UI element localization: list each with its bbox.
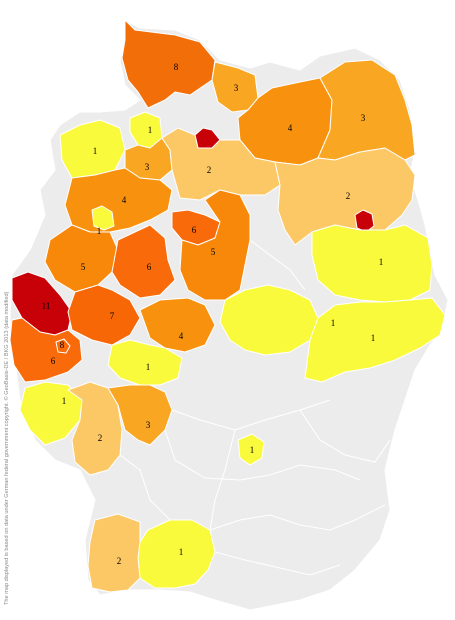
region-label-freiburg: 2	[117, 556, 122, 566]
region-mecklenburg-east	[317, 59, 416, 161]
region-schleswig-holstein-north	[121, 19, 216, 109]
region-hesse-north	[139, 297, 216, 353]
region-koblenz	[19, 381, 83, 446]
region-label-lower-saxony-north: 3	[145, 162, 150, 172]
region-bonn	[55, 338, 71, 354]
region-label-upper-franconia: 1	[250, 445, 255, 455]
region-label-detmold: 6	[147, 262, 152, 272]
region-label-thuringia: 1	[331, 318, 336, 328]
region-label-lower-saxony-east: 2	[207, 165, 212, 175]
region-labels: 8 3 4 3 1 1 3 2 2 4 1 6 5 1 5 6 11 7 1 4…	[42, 62, 384, 566]
region-label-tuebingen: 1	[179, 547, 184, 557]
region-saxony-north	[311, 224, 433, 303]
region-label-saxony-north: 1	[379, 257, 384, 267]
region-label-bremen-area: 1	[148, 125, 153, 135]
region-brandenburg	[274, 147, 416, 246]
region-label-saarland-pfalz: 2	[98, 433, 103, 443]
region-label-koblenz: 1	[62, 396, 67, 406]
region-label-brandenburg: 2	[346, 191, 351, 201]
region-label-osnabrueck: 1	[97, 226, 102, 236]
region-label-mecklenburg-west: 4	[288, 123, 293, 133]
region-cologne	[9, 317, 83, 383]
region-label-duesseldorf: 11	[42, 301, 51, 311]
region-hesse-middle	[107, 339, 183, 386]
region-label-lower-saxony-southeast: 5	[211, 247, 216, 257]
region-label-arnsberg: 7	[110, 311, 115, 321]
region-freiburg	[87, 513, 141, 593]
region-label-hamburg-east: 3	[234, 83, 239, 93]
region-label-muenster: 5	[81, 262, 86, 272]
region-label-cologne: 6	[51, 356, 56, 366]
region-weser-ems-north	[59, 119, 126, 179]
region-label-hanover: 6	[192, 225, 197, 235]
region-label-frankfurt: 3	[146, 420, 151, 430]
region-lower-saxony-southeast	[179, 189, 251, 301]
region-label-weser-ems-north: 1	[93, 146, 98, 156]
region-berlin	[354, 209, 375, 233]
region-label-bonn: 8	[60, 340, 65, 350]
region-label-weser-ems-south: 4	[122, 195, 127, 205]
region-label-hesse-north: 4	[179, 331, 184, 341]
region-label-hesse-middle: 1	[146, 362, 151, 372]
region-arnsberg	[67, 284, 141, 346]
region-saxony-south	[304, 297, 446, 383]
region-osnabrueck	[91, 205, 115, 231]
region-label-saxony-south: 1	[371, 333, 376, 343]
grey-region-borders	[119, 239, 391, 576]
region-label-mecklenburg-east: 3	[361, 113, 366, 123]
region-label-schleswig-holstein-north: 8	[174, 62, 179, 72]
region-detmold	[111, 224, 176, 299]
region-upper-franconia	[237, 433, 265, 466]
